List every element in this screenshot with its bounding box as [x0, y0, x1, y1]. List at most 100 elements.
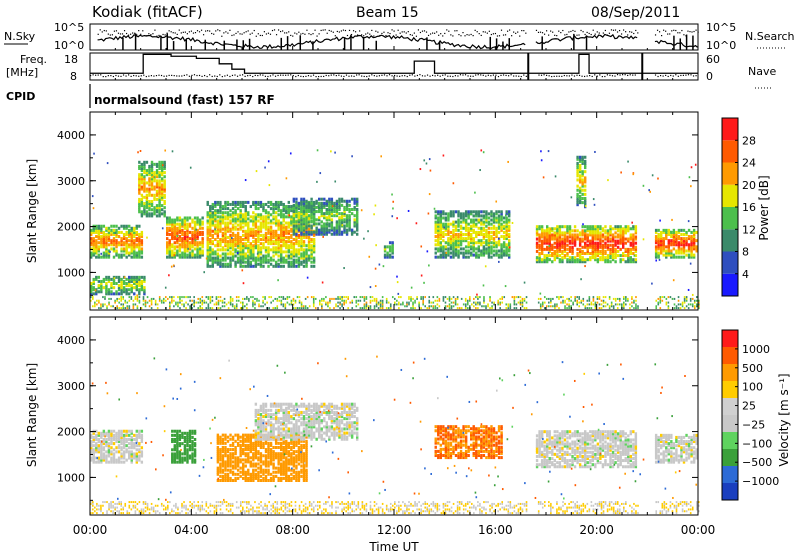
nsky-series	[89, 29, 699, 50]
echo-cell	[614, 243, 617, 247]
echo-cell	[497, 239, 501, 243]
nave-dot	[381, 74, 383, 76]
echo-cell	[102, 232, 106, 236]
nave-dot	[391, 75, 393, 77]
echo-cell	[535, 243, 539, 247]
echo-cell	[323, 230, 326, 234]
echo-cell	[216, 225, 220, 229]
echo-cell	[209, 252, 212, 256]
echo-cell	[287, 256, 290, 260]
echo-cell	[383, 245, 387, 249]
echo-cell	[160, 195, 164, 199]
nsearch-dot	[548, 34, 550, 36]
echo-cell	[328, 216, 331, 220]
echo-cell	[272, 248, 275, 252]
echo-cell	[160, 166, 164, 170]
nsearch-dot	[255, 35, 257, 37]
nsearch-dot	[476, 31, 478, 33]
echo-cell	[622, 235, 625, 239]
scatter-cell	[618, 297, 621, 300]
scatter-cell	[691, 303, 694, 306]
echo-cell	[505, 232, 508, 236]
nsearch-dot	[450, 34, 452, 36]
scatter-cell	[517, 296, 520, 299]
echo-cell	[115, 251, 118, 255]
echo-cell	[333, 214, 336, 218]
echo-cell	[356, 208, 359, 211]
echo-cell	[252, 211, 255, 215]
scatter-cell	[450, 301, 453, 304]
echo-cell	[178, 245, 182, 249]
scatter-cell	[448, 303, 451, 306]
nave-dot	[128, 74, 130, 76]
echo-cell	[480, 243, 483, 247]
echo-cell	[543, 237, 546, 241]
echo-cell	[604, 241, 607, 245]
scatter-cell	[408, 303, 410, 306]
echo-cell	[122, 249, 126, 253]
echo-cell	[328, 218, 331, 222]
echo-cell	[216, 242, 220, 246]
echo-cell	[226, 262, 230, 266]
echo-cell	[97, 290, 100, 294]
echo-cell	[206, 252, 209, 256]
echo-cell	[599, 227, 602, 231]
echo-cell	[110, 277, 113, 281]
echo-cell	[193, 216, 197, 220]
echo-cell	[685, 230, 688, 234]
echo-cell	[226, 215, 230, 219]
nave-dot	[97, 74, 99, 76]
echo-cell	[310, 254, 313, 258]
echo-cell	[584, 225, 587, 229]
echo-cell	[143, 212, 146, 216]
echo-cell	[216, 254, 220, 258]
scatter-cell	[219, 296, 222, 299]
echo-cell	[168, 247, 171, 251]
echo-cell	[318, 208, 321, 211]
echo-cell	[480, 239, 483, 243]
scatter-cell	[321, 299, 323, 302]
echo-cell	[480, 210, 483, 214]
echo-cell	[485, 230, 488, 234]
echo-cell	[485, 249, 488, 253]
scatter-cell	[422, 301, 424, 304]
echo-cell	[454, 224, 458, 228]
echo-cell	[209, 256, 212, 260]
echo-cell	[333, 228, 336, 232]
echo-cell	[682, 237, 686, 241]
nave-dot	[571, 74, 573, 76]
echo-cell	[198, 241, 202, 245]
echo-cell	[343, 212, 346, 216]
echo-cell	[657, 232, 660, 236]
scatter-cell	[602, 301, 605, 304]
scatter-cell	[191, 307, 193, 310]
scatter-cell	[304, 307, 307, 310]
echo-cell	[584, 201, 587, 205]
echo-cell	[252, 217, 255, 221]
scatter-cell	[625, 296, 627, 299]
nsearch-dot	[494, 32, 497, 35]
echo-cell	[269, 256, 273, 260]
nsearch-dot	[130, 33, 132, 35]
echo-cell	[497, 243, 501, 247]
echo-cell	[280, 221, 283, 225]
echo-cell	[464, 220, 468, 224]
echo-cell	[206, 242, 209, 246]
echo-cell	[495, 249, 498, 253]
echo-cell	[214, 202, 217, 206]
echo-cell	[254, 200, 258, 204]
nsearch-dot	[504, 34, 507, 36]
nsky-line-2	[654, 39, 698, 48]
echo-cell	[173, 218, 176, 222]
echo-cell	[219, 211, 222, 215]
echo-cell	[130, 228, 133, 232]
nsearch-dot	[121, 33, 124, 35]
echo-cell	[295, 260, 298, 264]
echo-cell	[305, 216, 308, 220]
echo-cell	[348, 220, 351, 224]
scatter-cell	[578, 296, 581, 299]
echo-cell	[629, 247, 632, 251]
echo-cell	[280, 202, 283, 206]
echo-cell	[323, 228, 326, 232]
echo-cell	[163, 181, 166, 185]
